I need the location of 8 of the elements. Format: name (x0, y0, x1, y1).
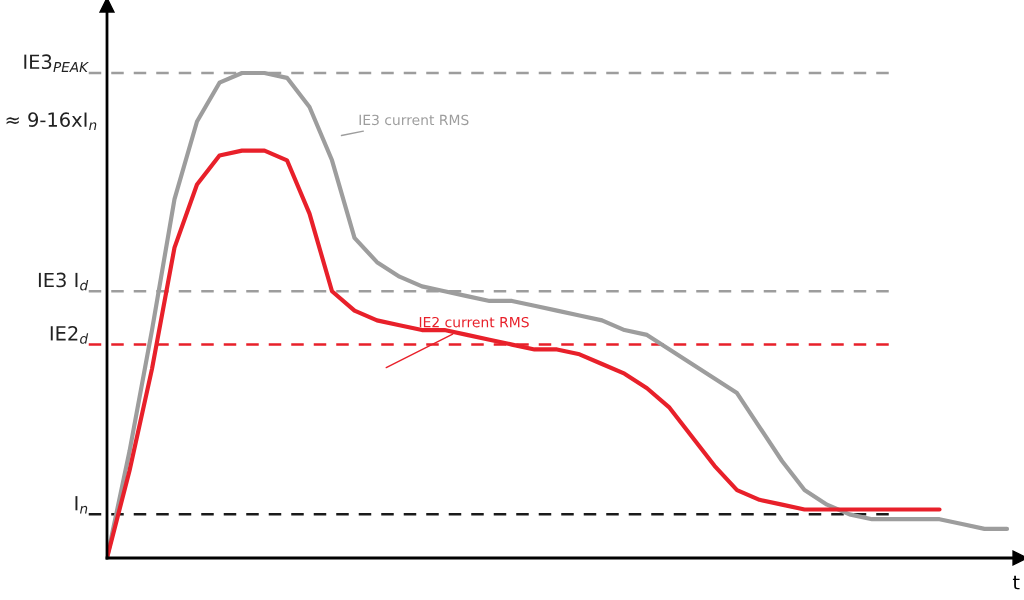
ref-line-label: IE2$_{d}$ (50, 325, 89, 344)
ref-line-label: IE3 I$_{d}$ (38, 272, 89, 291)
series-label: IE2 current RMS (419, 316, 529, 328)
ref-line-label: I$_{n}$ (75, 496, 88, 514)
x-axis-title: t (1012, 575, 1020, 590)
text: IE3 current RMS (359, 114, 469, 126)
ref-line-label: IE3$_{PEAK}$ (24, 54, 89, 72)
text: ≈ 9-16xI$_{n}$ (6, 112, 97, 130)
